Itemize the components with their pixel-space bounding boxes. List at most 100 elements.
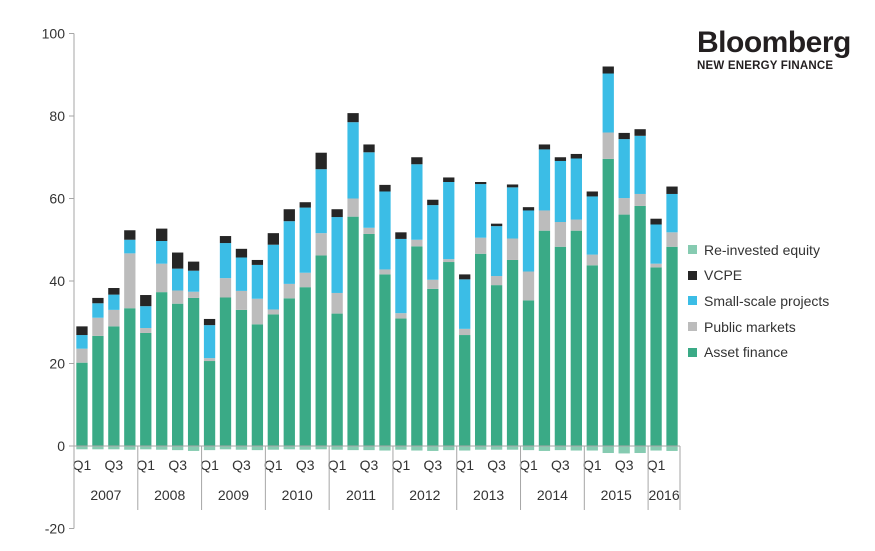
quarter-label: Q3 bbox=[360, 457, 379, 473]
bar-small-scale-projects bbox=[379, 191, 391, 270]
bar-public-markets bbox=[108, 309, 120, 327]
bar-asset-finance bbox=[299, 287, 311, 446]
legend-swatch-small-scale-projects bbox=[688, 296, 697, 306]
bar-asset-finance bbox=[586, 265, 598, 446]
legend-label: VCPE bbox=[704, 267, 743, 284]
bar-public-markets bbox=[172, 290, 184, 304]
quarter-label: Q3 bbox=[615, 457, 634, 473]
bar-vcpe bbox=[666, 186, 678, 194]
bloomberg-nef-logo: Bloomberg NEW ENERGY FINANCE bbox=[697, 27, 869, 73]
quarter-label: Q1 bbox=[328, 457, 347, 473]
bar-re-invested-equity bbox=[267, 446, 279, 450]
legend-label: Re-invested equity bbox=[704, 241, 820, 258]
quarter-label: Q3 bbox=[551, 457, 570, 473]
quarter-label: Q3 bbox=[232, 457, 251, 473]
bar-re-invested-equity bbox=[251, 446, 264, 451]
bar-asset-finance bbox=[602, 158, 614, 446]
bar-re-invested-equity bbox=[459, 446, 471, 451]
bar-vcpe bbox=[443, 177, 455, 182]
logo-tagline: NEW ENERGY FINANCE bbox=[697, 60, 834, 72]
bar-public-markets bbox=[522, 271, 535, 301]
bar-small-scale-projects bbox=[538, 149, 551, 211]
bar-vcpe bbox=[490, 223, 503, 227]
bar-small-scale-projects bbox=[602, 73, 614, 133]
year-label: 2011 bbox=[346, 487, 376, 503]
bar-asset-finance bbox=[267, 314, 279, 446]
year-label: 2016 bbox=[648, 487, 679, 503]
bar-re-invested-equity bbox=[443, 446, 455, 451]
bar-asset-finance bbox=[554, 246, 567, 446]
legend-item-reinvested-equity: Re-invested equity bbox=[688, 237, 829, 263]
bar-vcpe bbox=[570, 153, 582, 159]
bar-asset-finance bbox=[634, 205, 646, 446]
bar-asset-finance bbox=[475, 253, 487, 446]
bar-asset-finance bbox=[219, 297, 232, 446]
bar-vcpe bbox=[140, 295, 152, 307]
bar-public-markets bbox=[506, 238, 519, 260]
y-tick-label: 40 bbox=[49, 273, 65, 289]
bar-vcpe bbox=[395, 232, 407, 239]
bar-small-scale-projects bbox=[363, 152, 375, 228]
bar-re-invested-equity bbox=[187, 446, 200, 451]
bar-public-markets bbox=[283, 283, 295, 299]
y-tick-label: 60 bbox=[49, 191, 65, 207]
chart-legend: Re-invested equity VCPE Small-scale proj… bbox=[688, 237, 829, 365]
bar-public-markets bbox=[347, 198, 359, 217]
bar-vcpe bbox=[538, 144, 551, 150]
bar-asset-finance bbox=[124, 308, 136, 446]
bar-vcpe bbox=[203, 318, 216, 326]
bar-vcpe bbox=[554, 157, 567, 161]
bar-small-scale-projects bbox=[666, 193, 678, 233]
bar-vcpe bbox=[331, 209, 343, 218]
bar-public-markets bbox=[156, 263, 168, 293]
bar-vcpe bbox=[108, 288, 120, 295]
bar-asset-finance bbox=[650, 267, 662, 446]
legend-swatch-asset-finance bbox=[688, 347, 697, 357]
bar-vcpe bbox=[347, 113, 359, 123]
bar-small-scale-projects bbox=[92, 303, 104, 318]
bar-small-scale-projects bbox=[522, 210, 535, 272]
year-label: 2008 bbox=[154, 487, 185, 503]
bar-re-invested-equity bbox=[554, 446, 567, 451]
bar-vcpe bbox=[267, 233, 279, 245]
bar-asset-finance bbox=[315, 255, 327, 446]
bar-public-markets bbox=[203, 358, 216, 362]
bar-small-scale-projects bbox=[443, 182, 455, 260]
bar-re-invested-equity bbox=[570, 446, 582, 451]
x-axis: Q1 Q3 2007 Q1 Q3 2008 Q1 Q3 2009 Q1 Q3 2010 Q1 Q3 2011… bbox=[73, 445, 681, 510]
y-tick-label: 80 bbox=[49, 108, 65, 124]
bar-asset-finance bbox=[538, 230, 551, 446]
bar-public-markets bbox=[92, 317, 104, 336]
bar-asset-finance bbox=[506, 259, 519, 446]
bar-small-scale-projects bbox=[140, 306, 152, 329]
bar-re-invested-equity bbox=[347, 446, 359, 451]
year-label: 2014 bbox=[537, 487, 568, 503]
bar-small-scale-projects bbox=[267, 244, 279, 310]
bar-small-scale-projects bbox=[395, 238, 407, 314]
bar-small-scale-projects bbox=[331, 217, 343, 293]
bar-small-scale-projects bbox=[156, 240, 168, 264]
bar-re-invested-equity bbox=[395, 446, 407, 450]
bar-re-invested-equity bbox=[363, 446, 375, 451]
bar-re-invested-equity bbox=[203, 446, 216, 451]
quarter-label: Q3 bbox=[487, 457, 506, 473]
legend-swatch-vcpe bbox=[688, 270, 697, 280]
bar-re-invested-equity bbox=[666, 446, 678, 451]
bar-asset-finance bbox=[363, 233, 375, 446]
bar-public-markets bbox=[187, 291, 200, 298]
bar-small-scale-projects bbox=[570, 158, 582, 220]
bar-vcpe bbox=[522, 207, 535, 211]
quarter-label: Q1 bbox=[264, 457, 283, 473]
quarter-label: Q3 bbox=[105, 457, 124, 473]
bar-vcpe bbox=[459, 274, 471, 280]
bar-public-markets bbox=[379, 269, 391, 275]
logo-wordmark: Bloomberg bbox=[697, 26, 851, 59]
bar-public-markets bbox=[124, 253, 136, 309]
quarter-label: Q1 bbox=[73, 457, 92, 473]
bar-re-invested-equity bbox=[156, 446, 168, 450]
bar-small-scale-projects bbox=[76, 335, 88, 349]
bar-re-invested-equity bbox=[602, 446, 614, 454]
bar-public-markets bbox=[443, 259, 455, 263]
bar-re-invested-equity bbox=[475, 446, 487, 450]
bar-small-scale-projects bbox=[618, 139, 630, 199]
